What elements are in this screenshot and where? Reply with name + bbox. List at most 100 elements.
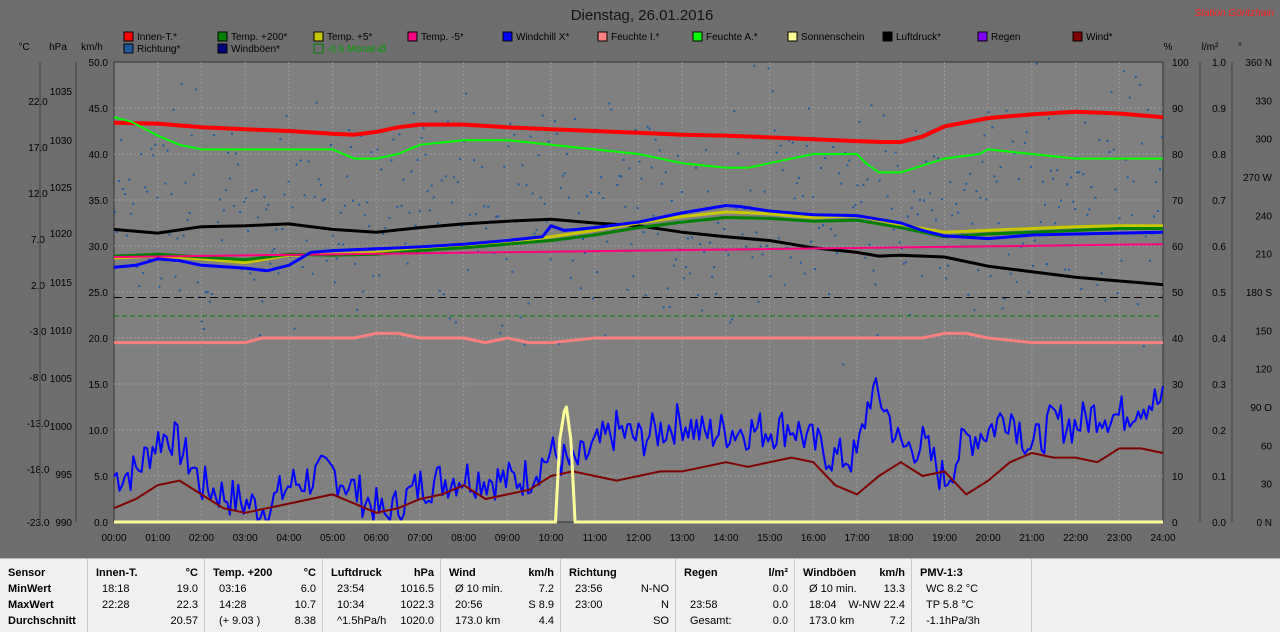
richtung-point xyxy=(852,206,855,209)
richtung-point xyxy=(533,232,536,235)
richtung-point xyxy=(200,320,203,323)
axis-tick-label: 0.0 xyxy=(94,518,108,529)
axis-tick-label: 10 xyxy=(1172,472,1184,483)
richtung-point xyxy=(779,144,782,147)
axis-tick-label: 1000 xyxy=(50,422,73,433)
richtung-point xyxy=(543,202,546,205)
richtung-point xyxy=(432,196,435,199)
axis-tick-label: 1025 xyxy=(50,183,73,194)
richtung-point xyxy=(1039,221,1042,224)
richtung-point xyxy=(646,125,649,128)
axis-tick-label: 0.1 xyxy=(1212,472,1226,483)
richtung-point xyxy=(557,342,560,345)
richtung-point xyxy=(894,151,897,154)
x-tick-label: 02:00 xyxy=(189,533,214,544)
richtung-point xyxy=(325,259,328,262)
richtung-point xyxy=(182,234,185,237)
richtung-point xyxy=(1013,152,1016,155)
richtung-point xyxy=(281,228,284,230)
richtung-point xyxy=(676,154,679,157)
richtung-point xyxy=(1031,265,1034,267)
richtung-point xyxy=(1074,208,1077,211)
richtung-point xyxy=(914,130,917,132)
richtung-point xyxy=(553,120,556,123)
richtung-point xyxy=(1046,263,1048,266)
x-tick-label: 10:00 xyxy=(539,533,564,544)
richtung-point xyxy=(610,108,613,111)
axis-tick-label: 30 xyxy=(1172,380,1184,391)
richtung-point xyxy=(993,175,996,178)
series-line xyxy=(113,116,1163,174)
legend-label: -0.6 Monat-Ø xyxy=(327,44,386,55)
richtung-point xyxy=(735,207,738,209)
richtung-point xyxy=(965,182,968,185)
richtung-point xyxy=(499,332,502,335)
richtung-point xyxy=(1025,131,1028,134)
richtung-point xyxy=(979,196,982,199)
series-line xyxy=(113,377,1164,522)
axis-tick-label: 990 xyxy=(55,518,72,529)
richtung-point xyxy=(1017,178,1020,181)
richtung-point xyxy=(495,215,498,218)
richtung-point xyxy=(271,250,274,253)
richtung-point xyxy=(1007,253,1010,256)
richtung-point xyxy=(563,172,566,175)
richtung-point xyxy=(995,180,998,183)
richtung-point xyxy=(227,151,229,154)
richtung-point xyxy=(454,321,457,324)
richtung-point xyxy=(584,252,586,254)
richtung-point xyxy=(818,226,820,229)
richtung-point xyxy=(430,184,433,187)
cell-value: 13.3 xyxy=(883,583,905,595)
richtung-point xyxy=(582,238,584,240)
richtung-point xyxy=(969,172,972,175)
richtung-point xyxy=(469,213,471,216)
richtung-point xyxy=(208,300,211,303)
x-tick-label: 14:00 xyxy=(713,533,738,544)
cell-left: Ø 10 min. xyxy=(455,583,503,595)
richtung-point xyxy=(777,237,780,240)
axis-tick-label: 12.0 xyxy=(28,189,48,200)
legend-label: Richtung* xyxy=(137,44,180,55)
richtung-point xyxy=(261,300,264,303)
table-column: Innen-T. °C 18:18 19.0 22:28 22.3 20.57 xyxy=(88,559,205,632)
legend-swatch xyxy=(123,31,134,42)
table-column: PMV-1:3 WC 8.2 °C TP 5.8 °C -1.1hPa/3h xyxy=(912,559,1032,632)
richtung-point xyxy=(989,274,992,277)
richtung-point xyxy=(1161,135,1163,138)
richtung-point xyxy=(939,266,942,269)
richtung-point xyxy=(1023,141,1026,144)
legend-swatch xyxy=(407,31,418,42)
richtung-point xyxy=(1116,292,1119,295)
richtung-point xyxy=(580,287,582,290)
richtung-point xyxy=(1070,176,1073,179)
richtung-point xyxy=(416,158,419,161)
axis-tick-label: 7.0 xyxy=(31,235,45,246)
x-tick-label: 09:00 xyxy=(495,533,520,544)
richtung-point xyxy=(156,196,159,199)
richtung-point xyxy=(1159,168,1161,171)
richtung-point xyxy=(709,241,712,244)
richtung-point xyxy=(467,269,469,272)
richtung-point xyxy=(592,297,595,300)
richtung-point xyxy=(206,291,209,294)
axis-tick-label: 20 xyxy=(1172,426,1184,437)
richtung-point xyxy=(529,135,532,138)
axis-tick-label: 80 xyxy=(1172,150,1184,161)
x-tick-label: 00:00 xyxy=(101,533,126,544)
cell-left: WC 8.2 °C xyxy=(926,583,979,595)
x-axis: 00:00 01:00 02:00 03:00 04:00 05:00 06:00 07:00… xyxy=(101,533,1175,544)
legend-swatch xyxy=(692,31,703,42)
richtung-point xyxy=(791,141,794,144)
richtung-point xyxy=(184,181,187,184)
richtung-point xyxy=(910,207,913,210)
legend-label: Windböen* xyxy=(231,44,280,55)
axis-tick-label: 50 xyxy=(1172,288,1184,299)
axis-tick-label: -18.0 xyxy=(27,465,50,476)
richtung-point xyxy=(118,180,120,183)
richtung-point xyxy=(368,225,371,228)
axis-unit: ° xyxy=(1238,42,1242,53)
richtung-point xyxy=(789,256,792,259)
richtung-point xyxy=(235,152,237,155)
cell-value: S 8.9 xyxy=(528,599,554,611)
